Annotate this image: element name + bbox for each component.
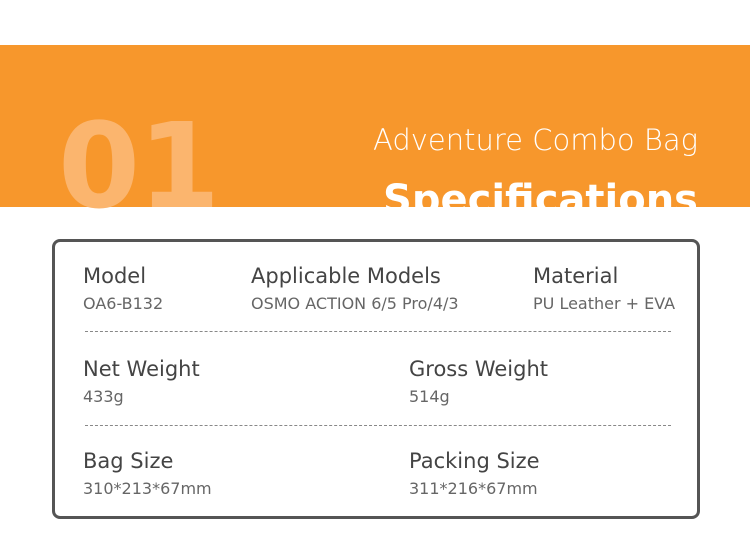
spec-value: 433g [83,387,124,406]
spec-value: PU Leather + EVA [533,294,676,313]
spec-material: Material PU Leather + EVA [533,264,675,313]
spec-net-weight: Net Weight 433g [83,357,200,406]
spec-card: Model OA6-B132 Applicable Models OSMO ACTI… [52,239,700,519]
spec-gross-weight: Gross Weight 514g [409,357,548,406]
divider [85,331,671,332]
spec-label: Packing Size [409,449,540,473]
section-title: Specifications [383,177,698,223]
product-name: Adventure Combo Bag [373,123,698,157]
spec-value: 310*213*67mm [83,479,212,498]
spec-value: 311*216*67mm [409,479,538,498]
spec-label: Net Weight [83,357,200,381]
spec-label: Applicable Models [251,264,441,288]
spec-applicable-models: Applicable Models OSMO ACTION 6/5 Pro/4/3 [251,264,459,313]
spec-bag-size: Bag Size 310*213*67mm [83,449,212,498]
spec-model: Model OA6-B132 [83,264,163,313]
spec-label: Bag Size [83,449,174,473]
section-number: 01 [58,97,220,235]
spec-value: 514g [409,387,450,406]
divider [85,425,671,426]
spec-value: OSMO ACTION 6/5 Pro/4/3 [251,294,459,313]
spec-value: OA6-B132 [83,294,164,313]
spec-label: Gross Weight [409,357,549,381]
spec-label: Material [533,264,619,288]
spec-label: Model [83,264,147,288]
header-banner: 01 Adventure Combo Bag Specifications [0,45,750,235]
spec-packing-size: Packing Size 311*216*67mm [409,449,540,498]
